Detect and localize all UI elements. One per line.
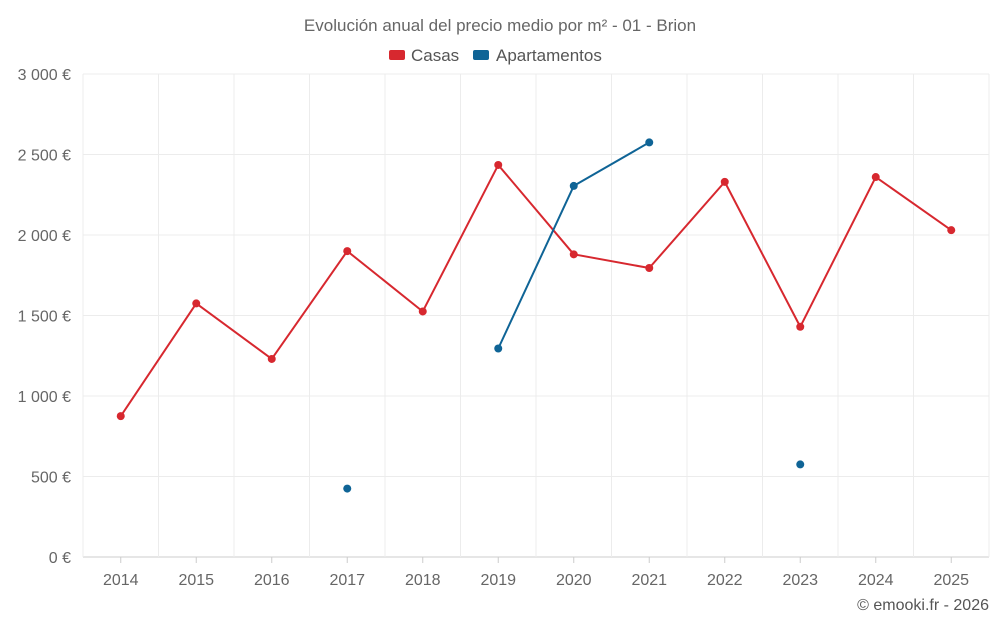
- data-point-casas[interactable]: [192, 299, 201, 308]
- data-point-casas[interactable]: [947, 226, 956, 235]
- legend-label-apartamentos: Apartamentos: [496, 46, 602, 65]
- y-tick-label: 2 500 €: [18, 148, 71, 165]
- x-tick-label: 2020: [556, 572, 592, 589]
- data-point-casas[interactable]: [418, 307, 427, 316]
- data-point-apartamentos[interactable]: [645, 138, 654, 147]
- data-point-casas[interactable]: [720, 177, 729, 186]
- data-point-casas[interactable]: [796, 322, 805, 331]
- data-point-apartamentos[interactable]: [569, 181, 578, 190]
- x-tick-label: 2023: [782, 572, 818, 589]
- axes: 0 € 500 € 1 000 € 1 500 € 2 000 € 2 500 € 3 00…: [18, 67, 970, 589]
- x-tick-label: 2016: [254, 572, 290, 589]
- data-point-casas[interactable]: [871, 173, 880, 182]
- series-line-apartamentos: [497, 141, 650, 349]
- grid: [82, 73, 990, 558]
- x-tick-label: 2024: [858, 572, 894, 589]
- x-tick-label: 2014: [103, 572, 139, 589]
- chart-title: Evolución anual del precio medio por m² …: [304, 16, 696, 35]
- data-point-casas[interactable]: [645, 264, 654, 273]
- data-point-apartamentos[interactable]: [796, 460, 805, 469]
- data-point-casas[interactable]: [569, 250, 578, 259]
- credit-text: © emooki.fr - 2026: [857, 597, 989, 614]
- data-point-casas[interactable]: [343, 247, 352, 256]
- legend-label-casas: Casas: [411, 46, 459, 65]
- x-tick-label: 2019: [480, 572, 516, 589]
- legend-swatch-casas: [389, 50, 405, 60]
- x-tick-label: 2018: [405, 572, 441, 589]
- x-tick-label: 2022: [707, 572, 743, 589]
- legend-swatch-apartamentos: [473, 50, 489, 60]
- data-point-apartamentos[interactable]: [343, 484, 352, 493]
- y-tick-label: 500 €: [31, 470, 71, 487]
- y-tick-label: 0 €: [49, 550, 71, 567]
- y-tick-label: 2 000 €: [18, 228, 71, 245]
- series-line-casas: [119, 163, 952, 417]
- x-tick-label: 2025: [933, 572, 969, 589]
- data-point-casas[interactable]: [116, 412, 125, 421]
- data-point-casas[interactable]: [267, 354, 276, 363]
- y-tick-label: 1 500 €: [18, 309, 71, 326]
- x-tick-label: 2017: [329, 572, 365, 589]
- y-tick-label: 3 000 €: [18, 67, 71, 84]
- data-point-casas[interactable]: [494, 160, 503, 169]
- y-tick-label: 1 000 €: [18, 389, 71, 406]
- data-point-apartamentos[interactable]: [494, 344, 503, 353]
- series: [116, 138, 956, 493]
- x-tick-label: 2015: [178, 572, 214, 589]
- legend: Casas Apartamentos: [389, 46, 602, 65]
- x-tick-label: 2021: [631, 572, 667, 589]
